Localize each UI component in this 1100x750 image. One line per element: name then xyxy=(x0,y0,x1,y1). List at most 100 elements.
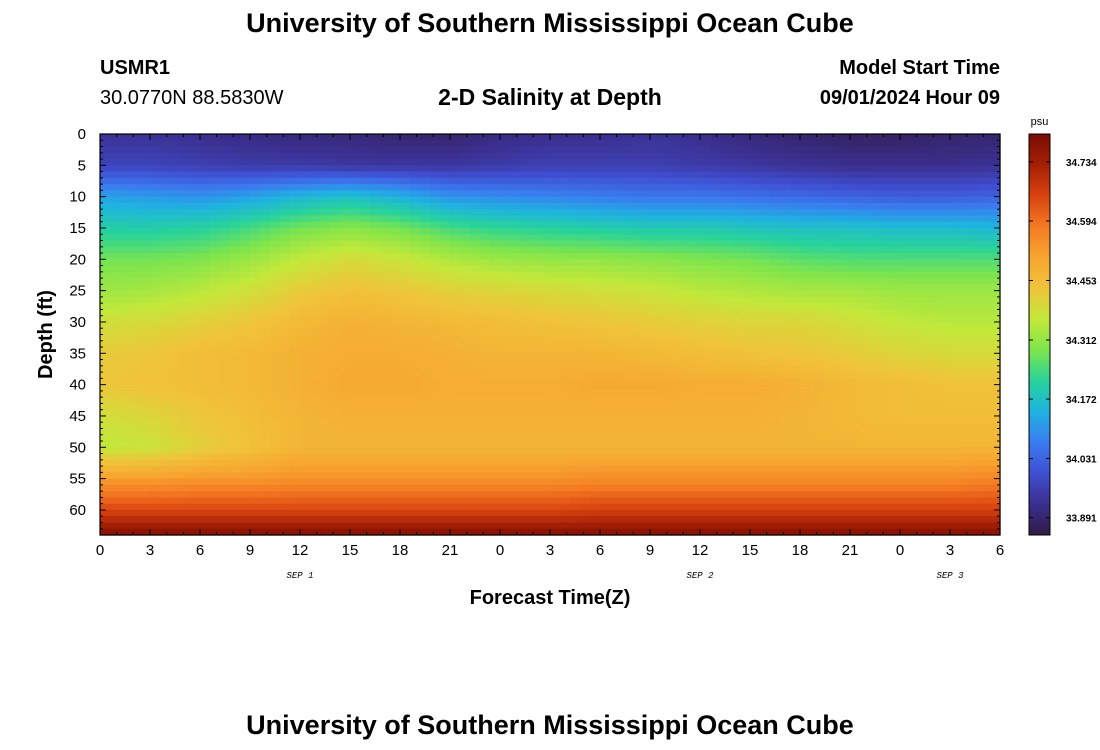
heatmap-cell xyxy=(660,234,671,242)
heatmap-cell xyxy=(920,447,931,455)
heatmap-cell xyxy=(460,472,471,480)
heatmap-cell xyxy=(330,177,341,185)
heatmap-cell xyxy=(240,253,251,260)
heatmap-cell xyxy=(660,265,671,273)
heatmap-cell xyxy=(360,422,371,430)
heatmap-cell xyxy=(560,215,571,223)
heatmap-cell xyxy=(750,466,761,473)
heatmap-cell xyxy=(490,378,501,386)
heatmap-cell xyxy=(940,315,951,323)
heatmap-cell xyxy=(220,384,231,392)
heatmap-cell xyxy=(130,328,141,336)
heatmap-cell xyxy=(420,453,431,461)
heatmap-cell xyxy=(470,472,481,480)
heatmap-cell xyxy=(500,190,511,198)
heatmap-cell xyxy=(560,227,571,235)
heatmap-cell xyxy=(100,196,111,204)
heatmap-cell xyxy=(980,190,991,198)
heatmap-cell xyxy=(530,296,541,304)
heatmap-cell xyxy=(160,134,171,141)
heatmap-cell xyxy=(790,409,801,417)
heatmap-cell xyxy=(710,384,721,392)
heatmap-cell xyxy=(700,390,711,398)
heatmap-cell xyxy=(360,397,371,405)
heatmap-cell xyxy=(470,340,481,348)
heatmap-cell xyxy=(880,353,891,361)
heatmap-cell xyxy=(890,284,901,292)
heatmap-cell xyxy=(180,290,191,298)
heatmap-cell xyxy=(160,434,171,442)
heatmap-cell xyxy=(540,265,551,273)
heatmap-cell xyxy=(930,459,941,467)
heatmap-cell xyxy=(930,390,941,398)
heatmap-cell xyxy=(700,422,711,430)
heatmap-cell xyxy=(900,159,911,166)
heatmap-cell xyxy=(210,284,221,292)
heatmap-cell xyxy=(420,384,431,392)
heatmap-cell xyxy=(900,240,911,248)
heatmap-cell xyxy=(240,353,251,361)
heatmap-cell xyxy=(590,397,601,405)
heatmap-cell xyxy=(550,253,561,260)
heatmap-cell xyxy=(320,271,331,279)
heatmap-cell xyxy=(570,347,581,354)
heatmap-cell xyxy=(750,221,761,229)
heatmap-cell xyxy=(830,227,841,235)
heatmap-cell xyxy=(540,365,551,373)
heatmap-cell xyxy=(190,390,201,398)
heatmap-cell xyxy=(700,315,711,323)
heatmap-cell xyxy=(710,334,721,342)
heatmap-cell xyxy=(490,372,501,379)
heatmap-cell xyxy=(950,146,961,154)
heatmap-cell xyxy=(390,340,401,348)
heatmap-cell xyxy=(390,184,401,191)
heatmap-cell xyxy=(100,397,111,405)
heatmap-cell xyxy=(740,365,751,373)
heatmap-cell xyxy=(880,290,891,298)
heatmap-cell xyxy=(830,271,841,279)
heatmap-cell xyxy=(760,190,771,198)
heatmap-cell xyxy=(730,303,741,311)
heatmap-cell xyxy=(630,372,641,379)
heatmap-cell xyxy=(570,196,581,204)
heatmap-cell xyxy=(150,202,161,210)
heatmap-cell xyxy=(540,246,551,254)
heatmap-cell xyxy=(460,365,471,373)
heatmap-cell xyxy=(800,422,811,430)
heatmap-cell xyxy=(760,415,771,423)
heatmap-cell xyxy=(700,202,711,210)
heatmap-cell xyxy=(530,459,541,467)
heatmap-cell xyxy=(740,209,751,217)
heatmap-cell xyxy=(930,165,941,173)
heatmap-cell xyxy=(670,365,681,373)
heatmap-cell xyxy=(590,278,601,285)
heatmap-cell xyxy=(700,190,711,198)
heatmap-cell xyxy=(400,190,411,198)
heatmap-cell xyxy=(290,240,301,248)
heatmap-cell xyxy=(820,146,831,154)
heatmap-cell xyxy=(100,384,111,392)
heatmap-cell xyxy=(160,209,171,217)
heatmap-cell xyxy=(150,165,161,173)
heatmap-cell xyxy=(230,202,241,210)
heatmap-cell xyxy=(880,309,891,317)
heatmap-cell xyxy=(330,321,341,329)
heatmap-cell xyxy=(690,353,701,361)
heatmap-cell xyxy=(780,134,791,141)
heatmap-cell xyxy=(890,340,901,348)
heatmap-cell xyxy=(680,152,691,160)
heatmap-cell xyxy=(890,415,901,423)
heatmap-cell xyxy=(760,271,771,279)
heatmap-cell xyxy=(430,384,441,392)
heatmap-cell xyxy=(570,390,581,398)
heatmap-cell xyxy=(260,190,271,198)
heatmap-cell xyxy=(520,378,531,386)
heatmap-cell xyxy=(350,466,361,473)
heatmap-cell xyxy=(130,309,141,317)
heatmap-cell xyxy=(270,271,281,279)
heatmap-cell xyxy=(910,347,921,354)
heatmap-cell xyxy=(920,347,931,354)
heatmap-cell xyxy=(720,347,731,354)
heatmap-cell xyxy=(440,140,451,148)
